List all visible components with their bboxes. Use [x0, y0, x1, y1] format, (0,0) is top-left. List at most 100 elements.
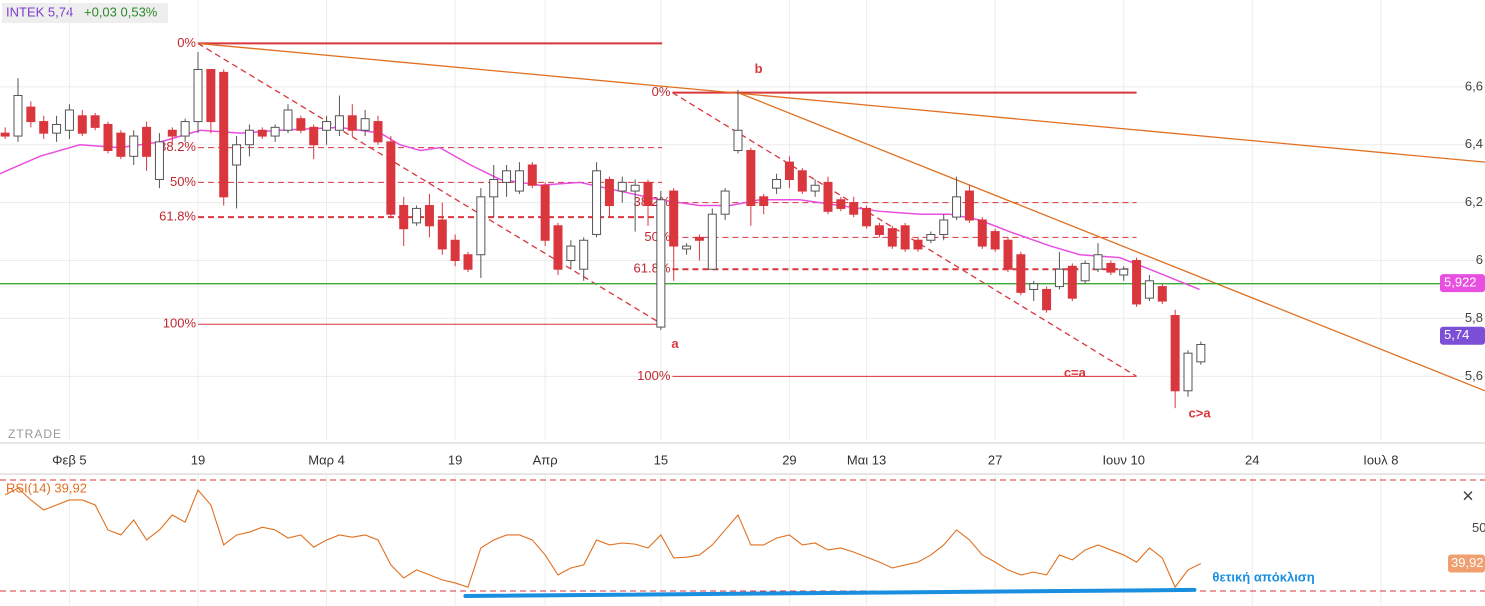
fib-label: 50%: [170, 174, 196, 189]
candle-body: [309, 126, 319, 146]
candle-body: [1016, 254, 1026, 293]
candle-body: [502, 170, 512, 183]
candle-body: [759, 196, 769, 207]
candle-body: [617, 181, 627, 192]
candle-body: [682, 245, 692, 250]
candle-body: [244, 129, 254, 146]
candle-body: [1119, 268, 1129, 276]
candle-body: [913, 239, 923, 250]
candle-body: [527, 164, 537, 186]
fib-label: 100%: [163, 316, 197, 331]
candle-body: [1157, 286, 1167, 302]
candle-body: [579, 239, 589, 270]
candle-body: [167, 129, 177, 137]
candle-body: [1170, 315, 1180, 392]
y-tick-label: 6: [1476, 252, 1483, 267]
candle-body: [1067, 265, 1077, 299]
candle-body: [334, 115, 344, 131]
x-tick-label: Απρ: [533, 452, 558, 467]
candle-body: [836, 199, 846, 209]
candle-body: [810, 184, 820, 192]
wave-label: c>a: [1189, 405, 1212, 420]
candle-body: [232, 144, 242, 166]
x-tick-label: 27: [988, 452, 1002, 467]
candle-body: [360, 118, 370, 131]
x-tick-label: Φεβ 5: [52, 452, 87, 467]
candle-body: [630, 184, 640, 192]
candle-body: [900, 225, 910, 250]
candle-body: [463, 254, 473, 270]
rsi-tick-label: 50: [1472, 520, 1485, 535]
wave-label: b: [755, 61, 763, 76]
candle-body: [1003, 239, 1013, 270]
watermark: ZTRADE: [8, 427, 62, 441]
y-tick-label: 6,2: [1465, 194, 1483, 209]
x-tick-label: 24: [1245, 452, 1259, 467]
trend-line: [737, 92, 1485, 392]
price-tag: [1440, 274, 1485, 293]
candle-body: [797, 170, 807, 192]
candle-body: [206, 68, 216, 123]
candle-body: [1054, 268, 1064, 288]
candle-body: [1093, 254, 1103, 270]
candle-body: [90, 115, 100, 128]
symbol-header: INTEK 5,74: [6, 4, 73, 19]
candle-body: [746, 150, 756, 207]
x-tick-label: Ιουλ 8: [1363, 452, 1398, 467]
candle-body: [399, 205, 409, 230]
candle-body: [52, 123, 62, 134]
fib-label: 61.8%: [159, 209, 196, 224]
candle-body: [874, 225, 884, 235]
candle-body: [592, 170, 602, 235]
fib-label: 38.2%: [159, 139, 196, 154]
y-tick-label: 6,6: [1465, 78, 1483, 93]
candle-body: [1196, 343, 1206, 363]
candle-body: [707, 213, 717, 270]
candle-body: [39, 121, 49, 134]
fib-label: 0%: [652, 84, 671, 99]
candle-body: [424, 205, 434, 227]
candle-body: [219, 71, 229, 198]
candle-body: [180, 121, 190, 137]
candle-body: [823, 181, 833, 212]
fib-label: 100%: [637, 368, 671, 383]
candle-body: [154, 141, 164, 180]
candle-body: [0, 132, 10, 137]
x-tick-label: 19: [191, 452, 205, 467]
rsi-tag: [1448, 554, 1485, 573]
y-tick-label: 5,8: [1465, 310, 1483, 325]
candle-body: [476, 196, 486, 256]
close-button[interactable]: ×: [1462, 485, 1474, 507]
rsi-tag-label: 39,92: [1451, 555, 1484, 570]
price-tag-label: 5,74: [1444, 327, 1469, 342]
divergence-line: [463, 587, 1197, 599]
x-tick-label: Μαρ 4: [308, 452, 345, 467]
candle-body: [142, 126, 152, 157]
candle-body: [540, 184, 550, 241]
x-tick-label: 19: [448, 452, 462, 467]
candle-body: [283, 109, 293, 131]
candle-body: [926, 233, 936, 241]
candle-body: [862, 207, 872, 227]
candle-body: [733, 129, 743, 152]
candle-body: [604, 178, 614, 207]
candle-body: [1144, 280, 1154, 299]
y-tick-label: 5,6: [1465, 368, 1483, 383]
candle-body: [257, 129, 267, 137]
change-header: +0,03 0,53%: [84, 4, 158, 19]
candle-body: [720, 190, 730, 215]
candle-body: [103, 123, 113, 152]
candle-body: [77, 115, 87, 134]
divergence-label: θετική απόκλιση: [1212, 569, 1314, 584]
candle-body: [129, 135, 139, 157]
candle-body: [296, 118, 306, 131]
candle-body: [553, 225, 563, 270]
candle-body: [784, 161, 794, 180]
candle-body: [990, 231, 1000, 250]
candle-body: [566, 245, 576, 262]
candle-body: [964, 190, 974, 221]
candle-body: [694, 236, 704, 241]
